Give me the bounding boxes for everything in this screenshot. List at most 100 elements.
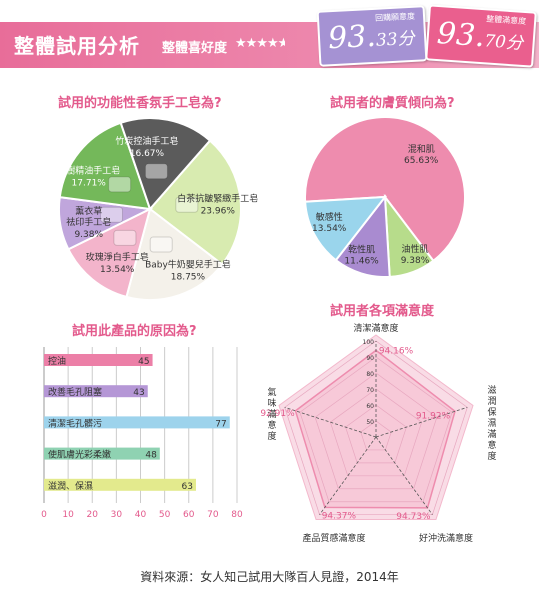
star-icon: ★	[245, 36, 258, 51]
bar	[44, 385, 148, 398]
radar-tick-label: 50	[366, 419, 374, 426]
radar-axis-label: 清潔滿意度	[353, 322, 398, 334]
radar-tick-label: 100	[363, 339, 375, 346]
slice-label: Baby牛奶嬰兒手工皂	[145, 259, 231, 271]
bar-value-label: 43	[133, 388, 144, 398]
slice-value-label: 16.67%	[130, 149, 165, 159]
radar-grid-ring	[284, 340, 468, 516]
pie-slice	[304, 195, 388, 262]
bar-value-label: 63	[182, 482, 193, 492]
product-pie-title: 試用的功能性香氛手工皂為?	[58, 96, 222, 111]
bar-value-label: 45	[138, 357, 149, 367]
radar-value-label: 94.16%	[379, 346, 414, 356]
slice-label: 玫瑰淨白手工皂	[86, 251, 149, 263]
radar-data-area	[294, 349, 456, 509]
radar-spoke	[375, 406, 468, 438]
radar-value-label: 92.91%	[260, 409, 295, 419]
slice-value-label: 13.54%	[312, 224, 347, 234]
slice-value-label: 9.38%	[401, 256, 430, 266]
radar-tick-label: 80	[366, 371, 374, 378]
radar-value-label: 91.92%	[416, 411, 451, 421]
radar-value-label: 94.37%	[322, 511, 357, 521]
bar-value-label: 77	[215, 419, 226, 429]
slice-value-label: 65.63%	[404, 156, 439, 166]
slice-label: 茶樹精油手工皂	[57, 164, 120, 176]
soap-bar-icon	[175, 196, 199, 213]
pie-slice	[304, 116, 466, 263]
radar-tick-label: 70	[366, 387, 374, 394]
bar-category-label: 滋潤、保濕	[48, 480, 93, 492]
radar-grid-ring	[345, 404, 407, 464]
x-tick-label: 30	[111, 510, 123, 520]
pie-slice	[119, 117, 212, 211]
slice-value-label: 13.54%	[100, 265, 135, 275]
bar	[44, 447, 160, 460]
slice-label: 白茶抗皺緊緻手工皂	[177, 193, 258, 205]
star-icon: ★	[256, 36, 268, 51]
radar-spoke	[319, 436, 377, 515]
slice-value-label: 11.46%	[344, 257, 379, 267]
slice-value-label: 9.38%	[74, 230, 103, 240]
radar-axis-label: 好沖洗滿意度	[419, 532, 473, 544]
page-title: 整體試用分析	[14, 34, 140, 58]
bar-category-label: 控油	[48, 355, 66, 367]
radar-title: 試用者各項滿意度	[330, 304, 435, 319]
slice-label: 油性肌	[402, 243, 429, 255]
slice-label: 薰衣草祛印手工皂	[66, 205, 111, 228]
skin-pie-title: 試用者的膚質傾向為?	[330, 96, 455, 111]
reason-bar-title: 試用此產品的原因為?	[72, 324, 197, 339]
pie-slice	[125, 207, 224, 301]
radar-spoke	[284, 406, 377, 438]
overall-rating-label: 整體喜好度	[162, 41, 228, 56]
bar	[44, 478, 196, 491]
radar-grid-ring	[314, 372, 438, 490]
slice-label: 敏感性	[316, 211, 343, 223]
x-tick-label: 0	[41, 510, 47, 520]
bar	[44, 416, 230, 429]
soap-bar-icon	[108, 176, 132, 193]
slice-label: 乾性肌	[348, 244, 375, 256]
x-tick-label: 80	[231, 510, 243, 520]
slice-value-label: 23.96%	[201, 207, 236, 217]
radar-tick-label: 60	[366, 403, 374, 410]
slice-value-label: 17.71%	[72, 178, 107, 188]
star-icon: ★	[266, 36, 279, 51]
x-tick-label: 20	[87, 510, 99, 520]
radar-grid-ring	[360, 420, 392, 451]
data-source-note: 資料來源：女人知己試用大隊百人見證，2014年	[140, 570, 399, 584]
slice-value-label: 18.75%	[171, 273, 206, 283]
x-tick-label: 70	[207, 510, 219, 520]
soap-bar-icon	[113, 229, 137, 246]
rating-stars: ★★★★★	[235, 36, 285, 51]
radar-grid-ring	[299, 356, 453, 503]
half-star-icon: ★	[277, 36, 285, 51]
bar-category-label: 清潔毛孔髒污	[48, 417, 102, 429]
radar-axis-label: 滋潤保濕滿意度	[487, 384, 496, 462]
bar	[44, 354, 153, 366]
bar-category-label: 改善毛孔阻塞	[48, 386, 102, 398]
radar-tick-label: 90	[366, 355, 374, 362]
pie-slice	[67, 207, 152, 299]
radar-grid-ring	[329, 388, 423, 477]
star-icon: ★	[235, 36, 247, 51]
radar-axis-label: 氣味滿意度	[267, 386, 276, 442]
radar-spoke	[375, 436, 433, 515]
x-tick-label: 10	[62, 510, 74, 520]
soap-bar-icon	[100, 206, 124, 223]
pie-slice	[148, 139, 242, 266]
radar-axis-label: 產品質感滿意度	[302, 532, 365, 544]
soap-bar-icon	[144, 163, 168, 180]
bar-category-label: 使肌膚光彩柔嫩	[48, 449, 111, 461]
x-tick-label: 60	[183, 510, 195, 520]
soap-bar-icon	[149, 236, 173, 253]
slice-label: 混和肌	[408, 144, 435, 155]
x-tick-label: 50	[159, 510, 171, 520]
slice-label: 竹炭控油手工皂	[115, 135, 178, 147]
radar-value-label: 94.73%	[396, 512, 431, 522]
x-tick-label: 40	[135, 510, 147, 520]
bar-value-label: 48	[145, 451, 157, 461]
